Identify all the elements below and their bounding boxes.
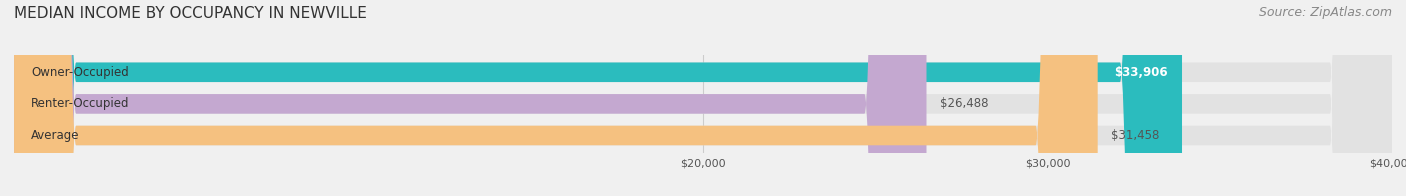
- Text: Source: ZipAtlas.com: Source: ZipAtlas.com: [1258, 6, 1392, 19]
- FancyBboxPatch shape: [14, 0, 1392, 196]
- Text: Average: Average: [31, 129, 80, 142]
- FancyBboxPatch shape: [14, 0, 927, 196]
- Text: MEDIAN INCOME BY OCCUPANCY IN NEWVILLE: MEDIAN INCOME BY OCCUPANCY IN NEWVILLE: [14, 6, 367, 21]
- Text: $31,458: $31,458: [1112, 129, 1160, 142]
- Text: $26,488: $26,488: [941, 97, 988, 110]
- FancyBboxPatch shape: [14, 0, 1098, 196]
- Text: $33,906: $33,906: [1115, 66, 1168, 79]
- Text: Owner-Occupied: Owner-Occupied: [31, 66, 129, 79]
- FancyBboxPatch shape: [14, 0, 1392, 196]
- FancyBboxPatch shape: [14, 0, 1392, 196]
- Text: Renter-Occupied: Renter-Occupied: [31, 97, 129, 110]
- FancyBboxPatch shape: [14, 0, 1182, 196]
